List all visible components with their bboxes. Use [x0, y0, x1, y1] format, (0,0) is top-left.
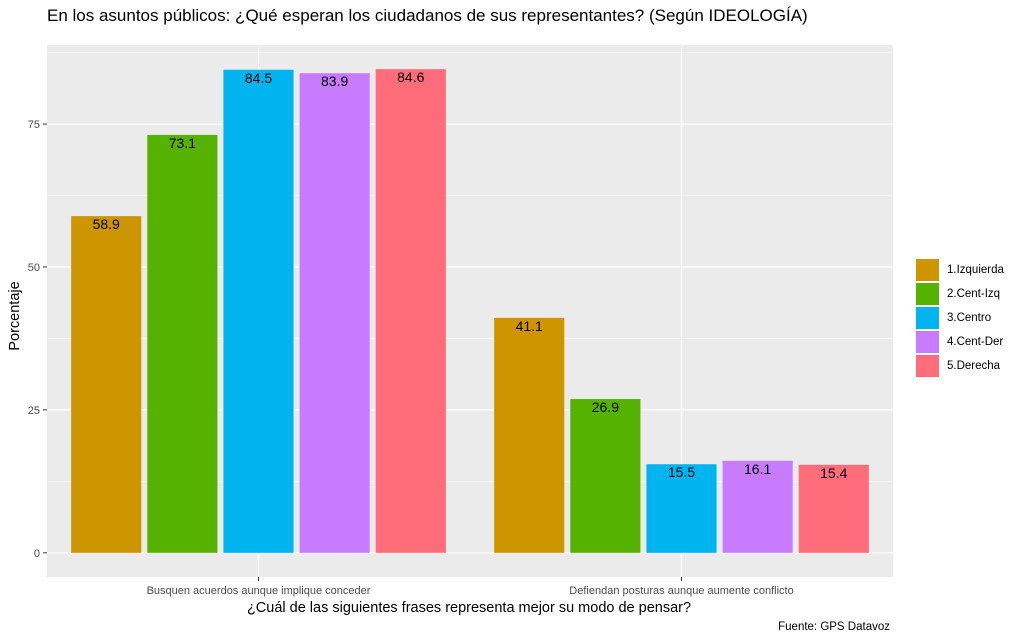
- x-axis-title: ¿Cuál de las siguientes frases represent…: [247, 600, 691, 616]
- legend-key: [916, 259, 939, 281]
- source-caption: Fuente: GPS Datavoz: [778, 621, 890, 633]
- bar-value-label: 26.9: [592, 399, 619, 415]
- y-tick-label: 25: [28, 405, 40, 417]
- x-tick-label: Busquen acuerdos aunque implique concede…: [147, 585, 371, 597]
- legend-key: [916, 307, 939, 329]
- legend-label: 1.Izquierda: [947, 264, 1004, 276]
- bar: [147, 134, 218, 553]
- bar-value-label: 15.4: [820, 465, 847, 481]
- y-tick-label: 75: [28, 119, 40, 131]
- bar-value-label: 41.1: [516, 318, 543, 334]
- bar: [71, 216, 142, 553]
- bar: [646, 464, 717, 553]
- bar: [375, 69, 446, 553]
- legend-item: 5.Derecha: [916, 354, 1004, 378]
- legend-item: 4.Cent-Der: [916, 330, 1004, 354]
- bar-value-labels: 58.9 73.1 84.5 83.9 84.6 41.1 26.9 15.5 16.1 15.4: [93, 69, 848, 481]
- legend: 1.Izquierda 2.Cent-Izq 3.Centro 4.Cent-Der 5…: [916, 258, 1004, 378]
- chart-title: En los asuntos públicos: ¿Qué esperan lo…: [47, 6, 808, 25]
- legend-item: 2.Cent-Izq: [916, 282, 1004, 306]
- bar-value-label: 15.5: [668, 464, 695, 480]
- bar: [494, 317, 565, 553]
- legend-item: 1.Izquierda: [916, 258, 1004, 282]
- bar-value-label: 73.1: [169, 135, 196, 151]
- bar: [722, 460, 793, 553]
- legend-key: [916, 331, 939, 353]
- legend-key: [916, 355, 939, 377]
- bar-value-label: 84.6: [397, 69, 424, 85]
- bar-value-label: 83.9: [321, 73, 348, 89]
- y-tick-label: 0: [34, 548, 40, 560]
- legend-label: 3.Centro: [947, 312, 992, 324]
- bars: [71, 69, 869, 553]
- bar: [299, 73, 370, 553]
- legend-item: 3.Centro: [916, 306, 1004, 330]
- bar: [570, 399, 641, 553]
- x-axis: Busquen acuerdos aunque implique concede…: [147, 577, 794, 597]
- legend-key: [916, 283, 939, 305]
- bar-value-label: 58.9: [93, 216, 120, 232]
- legend-label: 5.Derecha: [947, 360, 1001, 372]
- bar: [223, 69, 294, 553]
- bar-value-label: 16.1: [744, 461, 771, 477]
- y-axis: 0 25 50 75: [28, 119, 47, 560]
- x-tick-label: Defiendan posturas aunque aumente confli…: [569, 585, 793, 597]
- y-tick-label: 50: [28, 262, 40, 274]
- y-axis-title: Porcentaje: [7, 281, 23, 350]
- bar: [798, 464, 869, 553]
- bar-value-label: 84.5: [245, 70, 272, 86]
- legend-label: 2.Cent-Izq: [947, 288, 1001, 300]
- legend-label: 4.Cent-Der: [947, 336, 1004, 348]
